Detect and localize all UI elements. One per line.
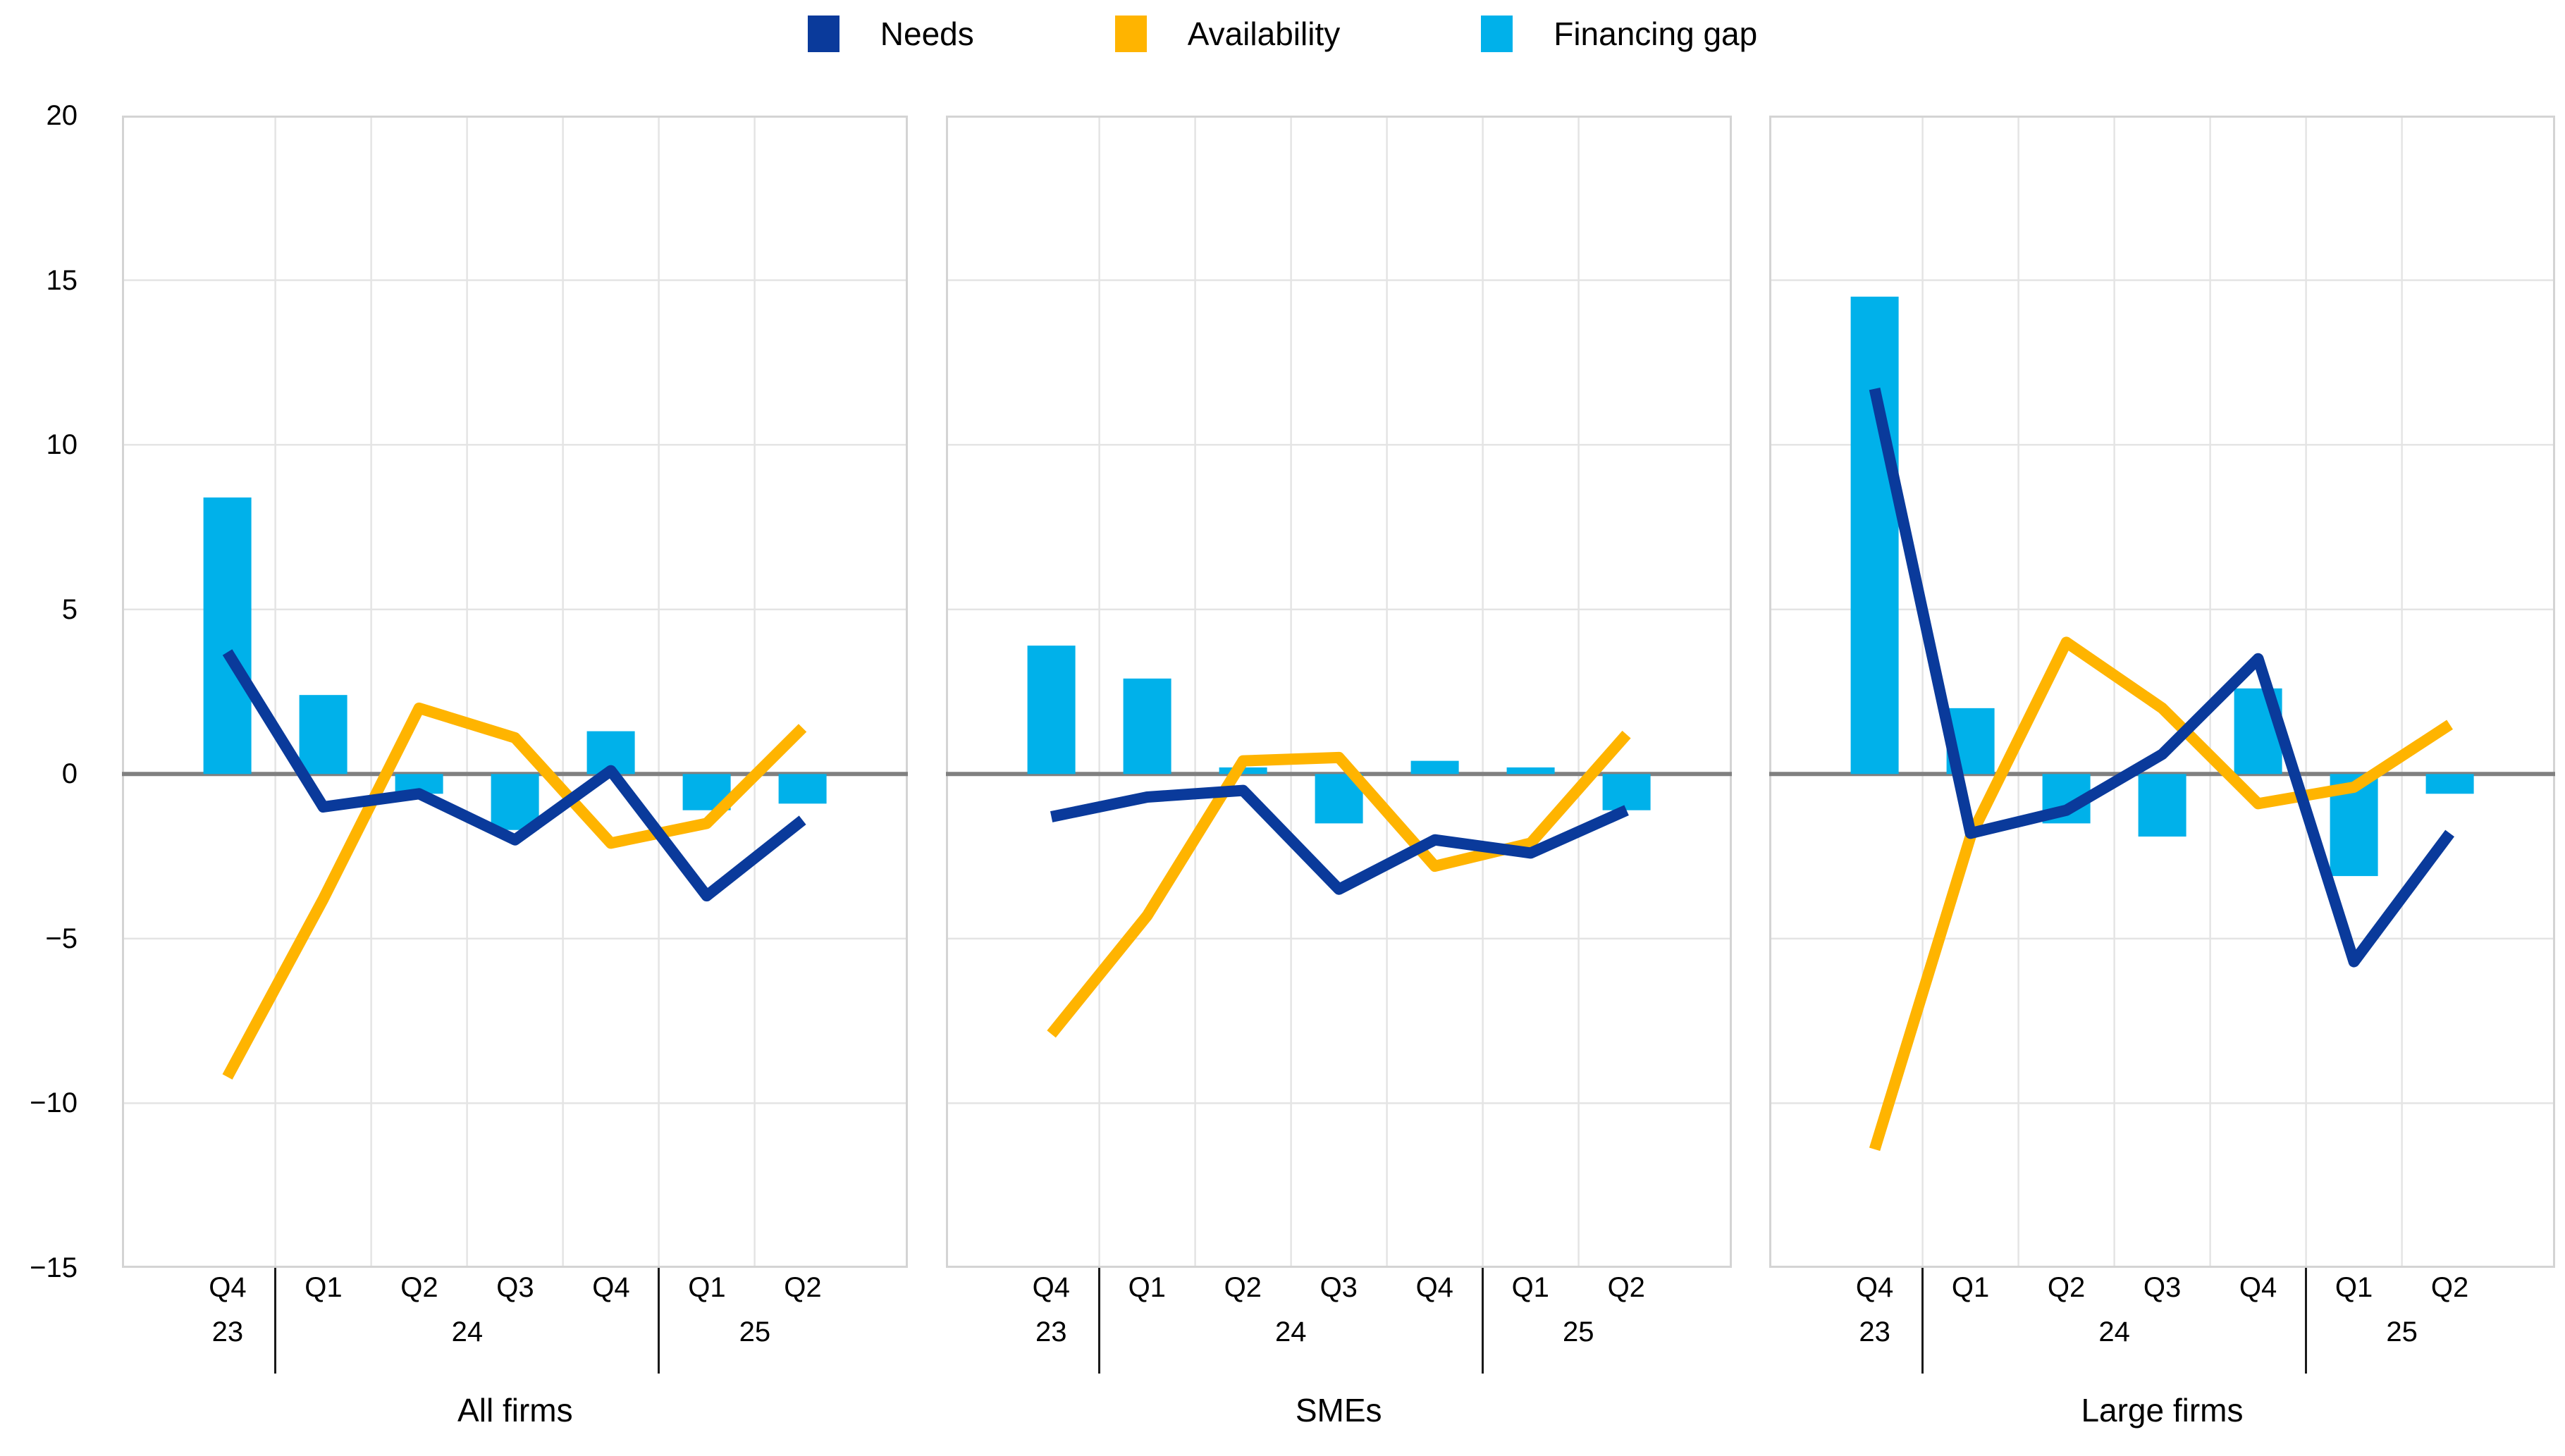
financing-gap-bar [778,774,827,804]
financing-gap-bar [2425,774,2474,794]
x-axis-quarter-label: Q4 [1415,1272,1453,1303]
x-axis-quarter-label: Q1 [305,1272,343,1303]
x-axis-quarter-label: Q4 [1855,1272,1894,1303]
x-axis-quarter-label: Q4 [2239,1272,2277,1303]
panel-frame [1769,116,2555,1268]
x-axis-quarter-label: Q2 [400,1272,438,1303]
y-axis-tick-label: 0 [61,758,78,790]
financing-gap-bar [1410,760,1459,775]
financing-gap-bar [2138,774,2186,837]
x-axis-year-label: 23 [1859,1316,1890,1347]
year-separator-line [1921,1268,1924,1374]
y-axis-tick-label: 10 [46,429,78,461]
financing-gap-bar [1850,296,1899,775]
year-separator-line [1481,1268,1484,1374]
financing-gap-bar [1123,678,1171,775]
x-axis-year-label: 24 [1275,1316,1307,1347]
x-axis-quarter-label: Q4 [592,1272,630,1303]
needs-line [1050,784,1629,895]
quarter-labels-all-firms: Q4 Q1 Q2 Q3 Q4 Q1 Q2 [122,1268,908,1309]
x-axis-quarter-label: Q1 [688,1272,726,1303]
y-axis-tick-label: 15 [46,264,78,296]
needs-line [223,649,806,902]
legend: Needs Availability Financing gap [0,11,2565,56]
x-axis-year-label: 24 [451,1316,484,1347]
y-axis-labels: 20 15 10 5 0 −5 −10 −15 [10,100,85,1429]
x-axis-quarter-label: Q1 [1951,1272,1990,1303]
x-axis-quarter-label: Q1 [1511,1272,1549,1303]
panel-frame [122,116,909,1268]
panel-smes: Q4 Q1 Q2 Q3 Q4 Q1 Q2 23 24 25 SMEs [945,116,1732,1429]
x-axis-quarter-label: Q4 [1032,1272,1070,1303]
y-axis-tick-label: −15 [30,1252,78,1283]
panel-large-firms: Q4 Q1 Q2 Q3 Q4 Q1 Q2 23 24 25 Large firms [1769,116,2555,1429]
x-axis-quarter-label: Q1 [1128,1272,1166,1303]
legend-label-financing-gap: Financing gap [1554,16,1758,52]
panel-plot-large-firms [1769,116,2555,1268]
x-axis-quarter-label: Q3 [2143,1272,2182,1303]
year-labels-large-firms: 23 24 25 [1769,1309,2555,1361]
panel-all-firms: Q4 Q1 Q2 Q3 Q4 Q1 Q2 23 24 25 All firms [122,116,909,1429]
financing-gap-bar [1027,646,1076,775]
x-axis-quarter-label: Q1 [2335,1272,2373,1303]
needs-line [1869,388,2454,968]
year-separator-line [274,1268,277,1374]
financing-gap-bar [1506,767,1555,775]
x-axis-year-label: 24 [2098,1316,2130,1347]
panel-title-all-firms: All firms [457,1392,573,1429]
y-axis-tick-label: 20 [46,100,78,131]
panel-frame [945,116,1732,1268]
page: { "legend": [ {"label": "Needs", "color"… [0,11,2565,1456]
legend-item-financing-gap: Financing gap [1481,16,1757,52]
charts-row: 20 15 10 5 0 −5 −10 −15 Q4 Q1 Q2 Q3 Q4 Q1 Q2 23 24 25 A… [0,100,2565,1429]
quarter-labels-smes: Q4 Q1 Q2 Q3 Q4 Q1 Q2 [946,1268,1732,1309]
financing-gap-bar [1602,774,1651,810]
x-axis-year-label: 23 [1035,1316,1067,1347]
x-axis-year-label: 23 [211,1316,244,1347]
year-labels-all-firms: 23 24 25 [122,1309,908,1361]
y-axis-tick-label: 5 [61,593,78,625]
x-axis-quarter-label: Q2 [1224,1272,1262,1303]
panel-plot-smes [945,116,1732,1268]
x-axis-quarter-label: Q2 [1607,1272,1645,1303]
panel-title-smes: SMEs [1295,1392,1382,1429]
financing-gap-bar [203,497,252,775]
availability-swatch-icon [1114,16,1147,52]
legend-label-availability: Availability [1187,16,1341,52]
year-labels-smes: 23 24 25 [946,1309,1732,1361]
x-axis-quarter-label: Q2 [2430,1272,2469,1303]
y-axis-tick-label: −10 [30,1087,78,1119]
x-axis-year-label: 25 [739,1316,771,1347]
quarter-labels-large-firms: Q4 Q1 Q2 Q3 Q4 Q1 Q2 [1769,1268,2555,1309]
panel-title-large-firms: Large firms [2081,1392,2244,1429]
year-separator-line [2305,1268,2308,1374]
x-axis-quarter-label: Q3 [1320,1272,1358,1303]
financing-gap-bar [491,774,539,830]
x-axis-quarter-label: Q2 [2047,1272,2086,1303]
availability-line [1047,730,1631,1038]
x-axis-quarter-label: Q3 [496,1272,534,1303]
x-axis-quarter-label: Q4 [209,1272,247,1303]
financing-gap-bar [299,695,347,775]
x-axis-year-label: 25 [1563,1316,1594,1347]
year-separator-line [1097,1268,1100,1374]
availability-line [222,702,807,1080]
financing-gap-swatch-icon [1481,16,1513,52]
needs-swatch-icon [807,16,839,52]
panel-plot-all-firms [122,116,909,1268]
x-axis-year-label: 25 [2386,1316,2418,1347]
legend-item-needs: Needs [807,16,974,52]
y-axis-tick-label: −5 [45,923,78,954]
legend-label-needs: Needs [880,16,974,52]
legend-item-availability: Availability [1114,16,1341,52]
x-axis-quarter-label: Q2 [784,1272,822,1303]
year-separator-line [658,1268,660,1374]
